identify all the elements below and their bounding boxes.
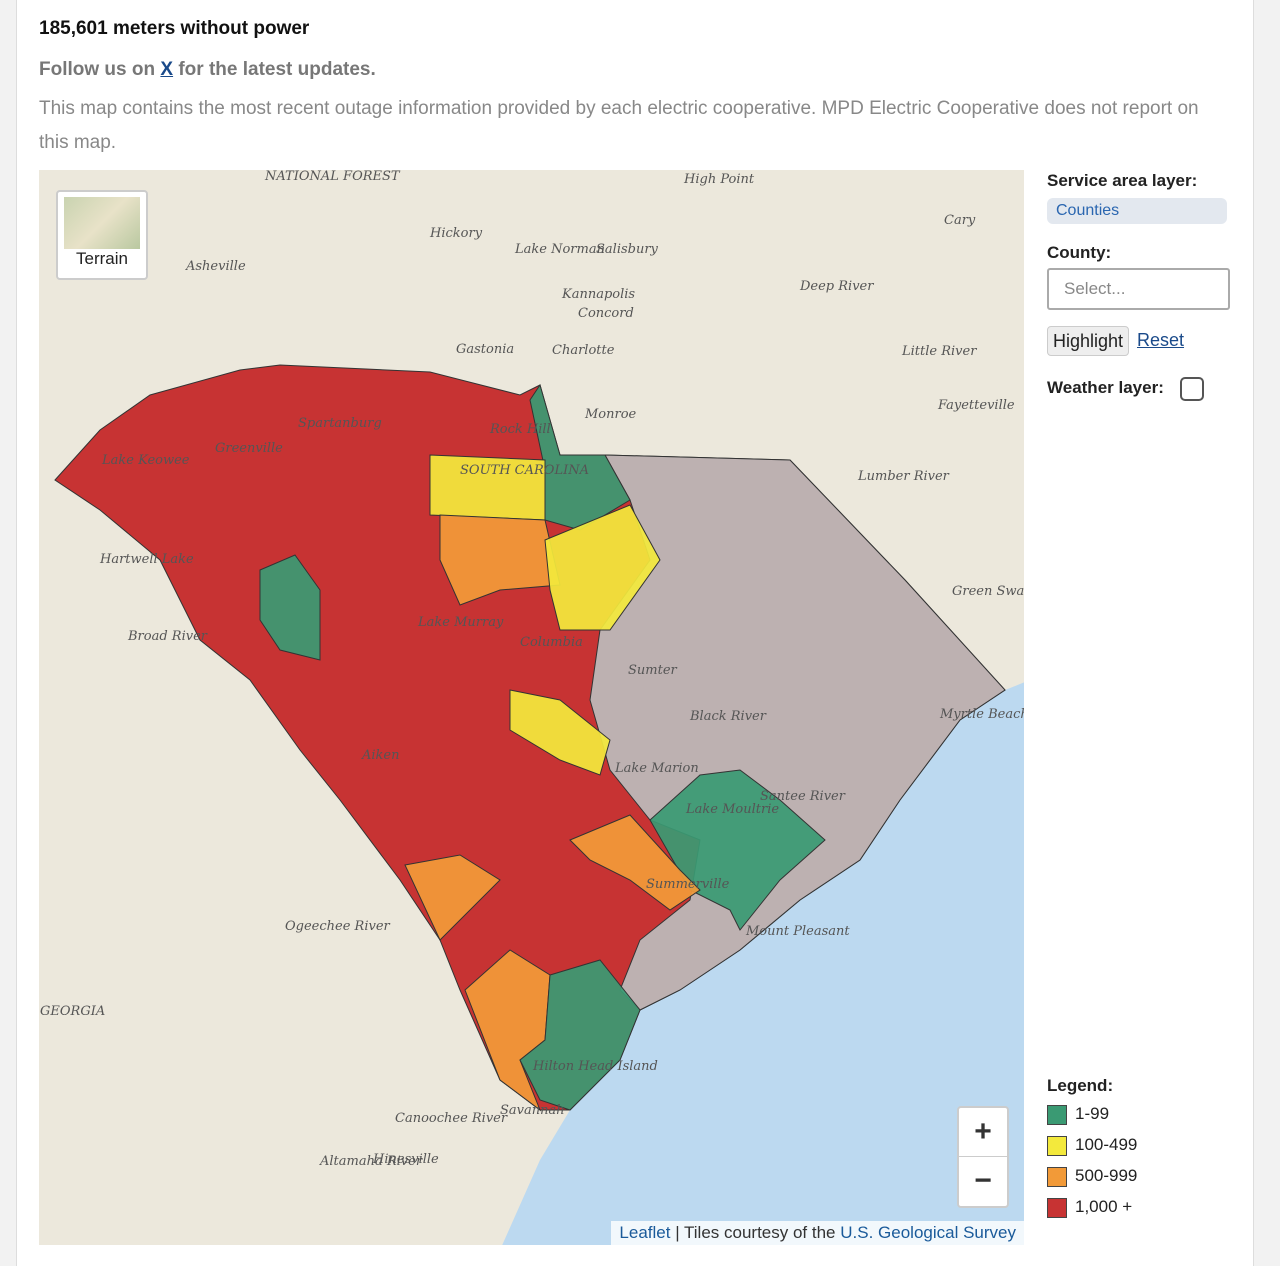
zoom-in[interactable]: + <box>959 1108 1007 1157</box>
legend-swatch <box>1047 1104 1067 1125</box>
map-label: Lake Murray <box>417 615 504 630</box>
zoom-control: + − <box>957 1106 1009 1208</box>
usgs-link[interactable]: U.S. Geological Survey <box>840 1223 1016 1242</box>
map-label: Santee River <box>760 789 846 804</box>
map-label: Lake Keowee <box>101 453 190 468</box>
map-label: Black River <box>689 709 767 724</box>
county-region <box>439 514 561 606</box>
legend-swatch <box>1047 1197 1067 1218</box>
legend-item: 1-99 <box>1047 1104 1109 1125</box>
zoom-out[interactable]: − <box>974 1164 992 1197</box>
legend-item: 500-999 <box>1047 1166 1137 1187</box>
map-canvas: Asheville Hickory Salisbury High Point Lake … <box>40 170 1024 1245</box>
service-area-select[interactable]: Counties <box>1047 198 1227 224</box>
map-label: Deep River <box>799 279 874 294</box>
map-label: Canoochee River <box>395 1111 508 1126</box>
map-label: Charlotte <box>552 343 615 358</box>
county-label: County: <box>1047 243 1112 262</box>
map-label: Ogeechee River <box>285 919 391 934</box>
follow-text: for the latest updates. <box>178 59 376 80</box>
map-label: Altamaha River <box>319 1154 423 1169</box>
legend-item: 1,000 + <box>1047 1197 1132 1218</box>
map-label: High Point <box>683 172 755 187</box>
map-label: Sumter <box>628 663 678 678</box>
outage-count: 185,601 meters without power <box>39 18 310 39</box>
map-label: SOUTH CAROLINA <box>460 463 589 478</box>
x-link[interactable]: X <box>160 59 174 80</box>
map-label: Hinesville <box>372 1152 439 1167</box>
map-label: Little River <box>901 344 977 359</box>
map-label: Lake Norman <box>514 242 605 257</box>
county-region <box>259 554 321 661</box>
follow-line: Follow us on X for the latest updates. <box>39 59 376 81</box>
county-region <box>519 959 641 1111</box>
leaflet-link[interactable]: Leaflet <box>619 1223 671 1242</box>
reset-link[interactable]: Reset <box>1137 330 1185 350</box>
map-label: Summerville <box>646 877 730 892</box>
map-label: Hilton Head Island <box>532 1059 658 1074</box>
map-label: Savannah <box>500 1103 565 1118</box>
county-region <box>404 854 501 941</box>
map-label: Greenville <box>215 441 283 456</box>
legend-label: 1-99 <box>1075 1104 1110 1123</box>
map-label: Salisbury <box>596 242 659 257</box>
map-label: Gastonia <box>456 342 514 357</box>
weather-label: Weather layer: <box>1047 378 1164 397</box>
map-label: Myrtle Beach International Airport <box>939 707 1024 722</box>
map-label: Cary <box>944 213 976 228</box>
service-area-label: Service area layer: <box>1047 171 1198 190</box>
map-label: Green Swamp <box>952 584 1024 599</box>
attribution-text: | Tiles courtesy of the <box>675 1223 836 1242</box>
legend-swatch <box>1047 1166 1067 1187</box>
terrain-button[interactable]: Terrain <box>56 190 148 280</box>
map-label: Monroe <box>584 407 637 422</box>
map-label: Kannapolis <box>561 287 635 302</box>
map-label: Rock Hill <box>489 422 551 437</box>
map-label: Lumber River <box>857 469 950 484</box>
map-label: Spartanburg <box>298 416 382 431</box>
map-label: Columbia <box>520 635 583 650</box>
county-region <box>509 689 611 776</box>
map-label: Hickory <box>429 226 483 241</box>
terrain-thumb <box>64 197 140 249</box>
map-label: Aiken <box>361 748 400 763</box>
legend-swatch <box>1047 1135 1067 1156</box>
attribution: Leaflet | Tiles courtesy of the U.S. Geo… <box>611 1221 1024 1245</box>
terrain-label: Terrain <box>76 249 128 268</box>
map-label: Mount Pleasant <box>745 924 850 939</box>
county-region <box>569 814 701 911</box>
legend-title: Legend: <box>1047 1076 1114 1095</box>
county-region <box>544 504 661 631</box>
map-label: Broad River <box>127 629 208 644</box>
map-label: Concord <box>578 306 634 321</box>
legend-item: 100-499 <box>1047 1135 1137 1156</box>
map-label: Lake Marion <box>614 761 699 776</box>
map-label: NATIONAL FOREST <box>264 170 401 184</box>
description: This map contains the most recent outage… <box>39 98 1199 153</box>
county-select[interactable]: Select... <box>1047 268 1230 310</box>
ocean <box>502 682 1024 1245</box>
map-label: GEORGIA <box>40 1004 105 1019</box>
map-label: Hartwell Lake <box>99 552 194 567</box>
legend-label: 1,000 + <box>1075 1197 1133 1216</box>
map[interactable]: Asheville Hickory Salisbury High Point Lake … <box>39 170 1024 1245</box>
map-label: Asheville <box>185 259 246 274</box>
highlight-button[interactable]: Highlight <box>1047 326 1129 356</box>
map-label: Lake Moultrie <box>685 802 779 817</box>
legend-label: 100-499 <box>1075 1135 1138 1154</box>
follow-text: Follow us on <box>39 59 156 80</box>
weather-checkbox[interactable] <box>1180 377 1204 401</box>
map-label: Fayetteville <box>937 398 1015 413</box>
select-value: Counties <box>1056 202 1120 219</box>
legend-label: 500-999 <box>1075 1166 1138 1185</box>
